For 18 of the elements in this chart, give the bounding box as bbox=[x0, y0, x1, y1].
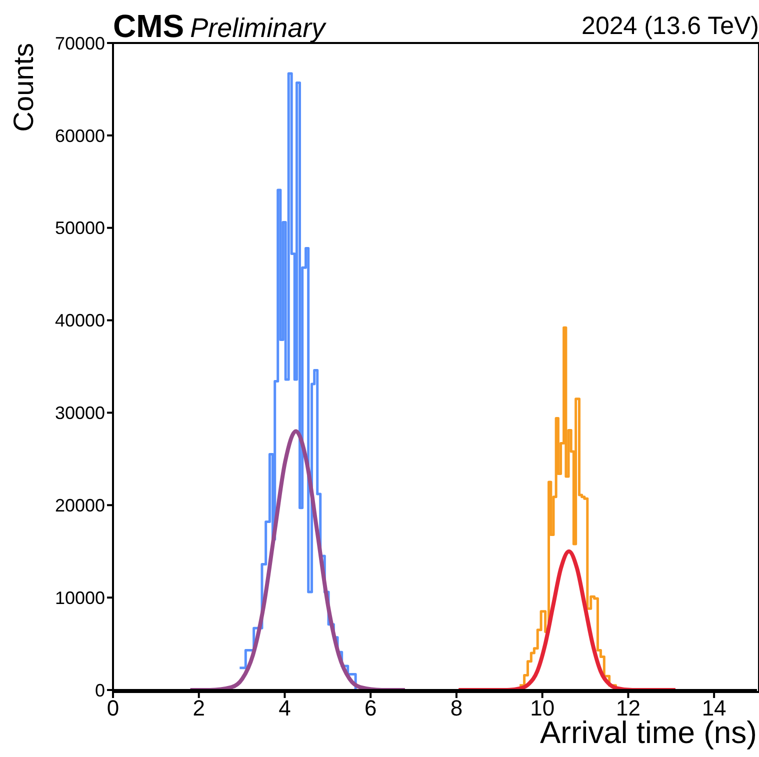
y-tick-label: 20000 bbox=[54, 496, 105, 516]
y-tick-label: 0 bbox=[94, 680, 105, 700]
chart-title: CMS bbox=[113, 8, 184, 44]
y-tick-label: 40000 bbox=[54, 310, 105, 331]
line-series bbox=[188, 429, 407, 690]
line-series bbox=[456, 549, 678, 690]
text: 2024 (13.6 TeV) bbox=[582, 11, 759, 42]
y-tick-label: 70000 bbox=[54, 33, 105, 54]
x-tick-label: 6 bbox=[364, 696, 377, 721]
x-tick-label: 8 bbox=[450, 696, 463, 721]
x-tick-label: 4 bbox=[278, 696, 291, 721]
y-tick-label: 60000 bbox=[54, 126, 105, 146]
y-axis-title: Counts bbox=[8, 43, 40, 132]
y-tick-label: 30000 bbox=[54, 403, 105, 424]
y-tick-label: 10000 bbox=[54, 588, 105, 608]
x-tick-label: 2 bbox=[192, 696, 205, 721]
chart-subtitle: Preliminary bbox=[190, 13, 326, 43]
y-tick-label: 50000 bbox=[54, 218, 105, 238]
